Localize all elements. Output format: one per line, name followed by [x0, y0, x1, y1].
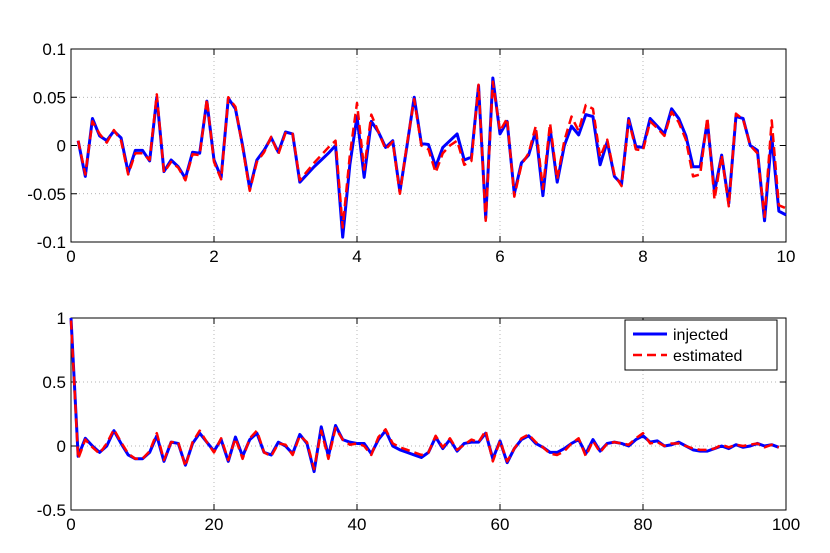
y-tick-label: 1	[57, 309, 66, 328]
x-tick-label: 100	[772, 515, 800, 534]
series-line-injected	[76, 76, 787, 239]
x-tick-label: 8	[638, 247, 647, 266]
x-tick-label: 60	[491, 515, 510, 534]
x-tick-label: 0	[66, 247, 75, 266]
x-tick-label: 20	[205, 515, 224, 534]
y-tick-label: 0.5	[42, 373, 66, 392]
legend: injected estimated	[624, 319, 778, 371]
x-tick-label: 6	[495, 247, 504, 266]
legend-label-estimated: estimated	[673, 348, 742, 365]
x-tick-label: 10	[777, 247, 796, 266]
y-tick-label: -0.5	[37, 501, 66, 520]
x-tick-label: 2	[209, 247, 218, 266]
y-tick-label: 0.1	[42, 40, 66, 59]
y-tick-label: -0.1	[37, 233, 66, 252]
x-tick-label: 0	[66, 515, 75, 534]
y-tick-label: 0	[57, 437, 66, 456]
legend-box	[624, 319, 778, 371]
x-tick-label: 4	[352, 247, 361, 266]
series-line-estimated	[76, 80, 787, 229]
plot-area	[70, 317, 787, 511]
x-tick-label: 80	[634, 515, 653, 534]
top-plot: 0 2 4 6 8 10 -0.1 -0.05 0 0.05 0.1	[27, 40, 795, 266]
y-tick-label: -0.05	[27, 185, 66, 204]
y-tick-label: 0.05	[33, 88, 66, 107]
series-line-estimated	[69, 320, 780, 471]
legend-label-injected: injected	[673, 327, 728, 344]
x-tick-label: 40	[348, 515, 367, 534]
y-tick-label: 0	[57, 137, 66, 156]
